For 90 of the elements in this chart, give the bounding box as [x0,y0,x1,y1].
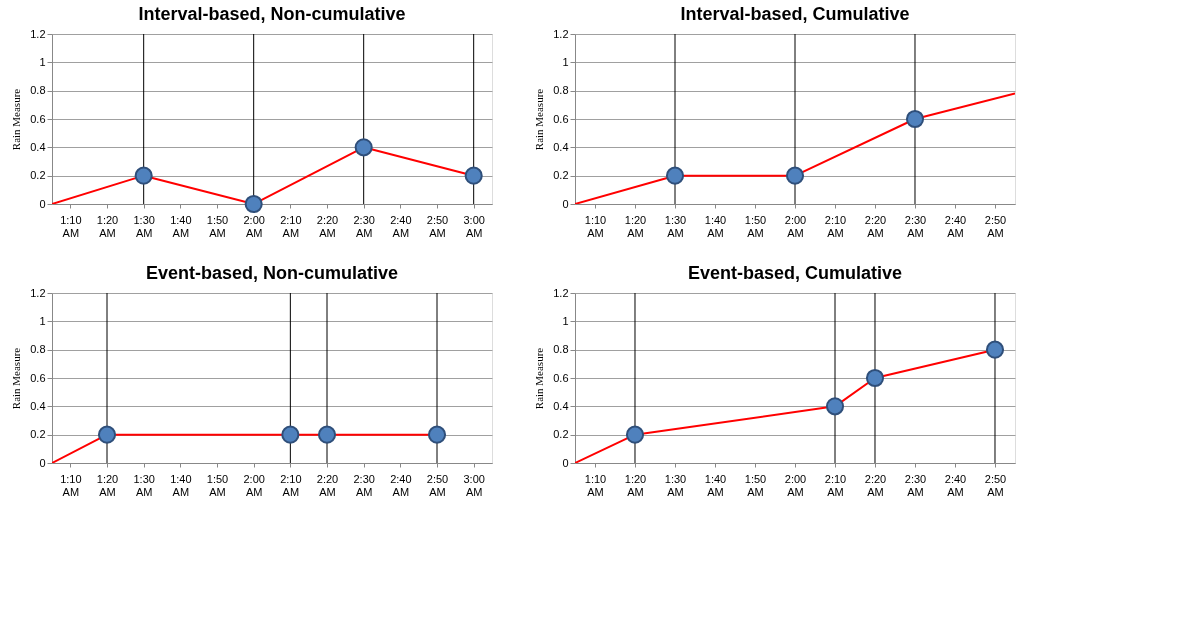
x-tick-label: 2:50 AM [984,213,1007,239]
x-tick-label: 2:50 AM [426,213,449,239]
x-tick-label: 2:30 AM [904,472,927,498]
point [464,166,483,185]
x-tick-label: 1:10 AM [584,213,607,239]
x-tick-label: 2:20 AM [316,213,339,239]
x-tick-label: 2:10 AM [824,472,847,498]
y-tick-label: 0.2 [553,428,569,441]
point [985,340,1005,359]
y-tick-label: 1 [39,314,46,327]
y-tick-label: 0 [39,456,46,469]
x-tick-label: 2:20 AM [864,213,887,239]
chart-title: Interval-based, Cumulative [680,4,910,24]
y-tick-label: 0.8 [553,84,569,97]
chart-title: Event-based, Non-cumulative [145,263,399,283]
x-tick-label: 2:10 AM [824,213,847,239]
y-tick-label: 0.4 [553,140,569,153]
x-tick-label: 1:40 AM [170,213,192,239]
y-tick-label: 0.8 [30,84,46,97]
y-tick-label: 0 [562,456,569,469]
y-tick-label: 0.4 [553,399,569,412]
x-tick-label: 1:40 AM [704,472,727,498]
x-tick-label: 2:00 AM [784,213,807,239]
y-tick-label: 0 [562,197,569,210]
y-tick-label: 0.4 [30,140,46,153]
x-tick-label: 2:20 AM [316,472,339,498]
y-tick-label: 1 [562,55,569,68]
y-tick-label: 0 [39,197,46,210]
x-tick-label: 2:40 AM [944,213,967,239]
y-tick-label: 0.6 [553,371,569,384]
y-axis-title: Rain Measure [10,347,23,410]
x-tick-label: 2:00 AM [784,472,807,498]
chart-title: Event-based, Cumulative [687,263,903,283]
x-tick-label: 1:30 AM [664,472,687,498]
point [134,166,153,185]
y-tick-label: 0.8 [30,343,46,356]
y-tick-label: 1.2 [553,27,569,40]
x-tick-label: 1:20 AM [624,472,647,498]
x-tick-label: 2:40 AM [390,472,412,498]
x-tick-label: 2:00 AM [243,213,265,239]
point [354,138,373,157]
x-tick-label: 1:30 AM [664,213,687,239]
x-tick-label: 2:10 AM [280,472,302,498]
x-tick-label: 1:20 AM [96,213,119,239]
x-tick-label: 1:20 AM [624,213,647,239]
y-tick-label: 0.6 [553,112,569,125]
x-tick-label: 1:10 AM [60,472,82,498]
x-tick-label: 2:10 AM [280,213,302,239]
x-tick-label: 1:50 AM [744,472,767,498]
x-tick-label: 1:30 AM [133,213,155,239]
x-tick-label: 2:30 AM [353,213,375,239]
y-axis-title: Rain Measure [10,88,23,151]
x-tick-label: 1:40 AM [170,472,192,498]
y-axis-title: Rain Measure [533,88,546,151]
x-tick-label: 1:50 AM [744,213,767,239]
y-tick-label: 0.8 [553,343,569,356]
x-tick-label: 1:10 AM [60,213,82,239]
x-tick-label: 2:40 AM [944,472,967,498]
y-tick-label: 1 [39,55,46,68]
x-tick-label: 1:50 AM [206,213,229,239]
chart-title: Interval-based, Non-cumulative [138,4,406,24]
y-tick-label: 0.6 [30,371,46,384]
x-tick-label: 2:20 AM [864,472,887,498]
x-tick-label: 1:50 AM [206,472,229,498]
x-tick-label: 2:50 AM [426,472,449,498]
x-tick-label: 2:00 AM [243,472,265,498]
y-tick-label: 0.2 [30,428,46,441]
point [865,368,885,388]
x-tick-label: 1:20 AM [96,472,119,498]
point [244,194,263,214]
x-tick-label: 1:40 AM [704,213,727,239]
y-axis-title: Rain Measure [533,347,546,410]
x-tick-label: 2:50 AM [984,472,1007,498]
x-tick-label: 2:40 AM [390,213,412,239]
x-tick-label: 1:10 AM [584,472,607,498]
x-tick-label: 2:30 AM [353,472,375,498]
y-tick-label: 0.6 [30,112,46,125]
point [825,397,845,416]
y-tick-label: 1.2 [30,286,46,299]
y-tick-label: 0.4 [30,399,46,412]
y-tick-label: 0.2 [30,169,46,182]
x-tick-label: 1:30 AM [133,472,155,498]
y-tick-label: 1.2 [30,27,46,40]
x-tick-label: 3:00 AM [463,213,485,239]
y-tick-label: 0.2 [553,169,569,182]
x-tick-label: 2:30 AM [904,213,927,239]
y-tick-label: 1.2 [553,286,569,299]
x-tick-label: 3:00 AM [463,472,485,498]
point [625,425,645,444]
y-tick-label: 1 [562,314,569,327]
